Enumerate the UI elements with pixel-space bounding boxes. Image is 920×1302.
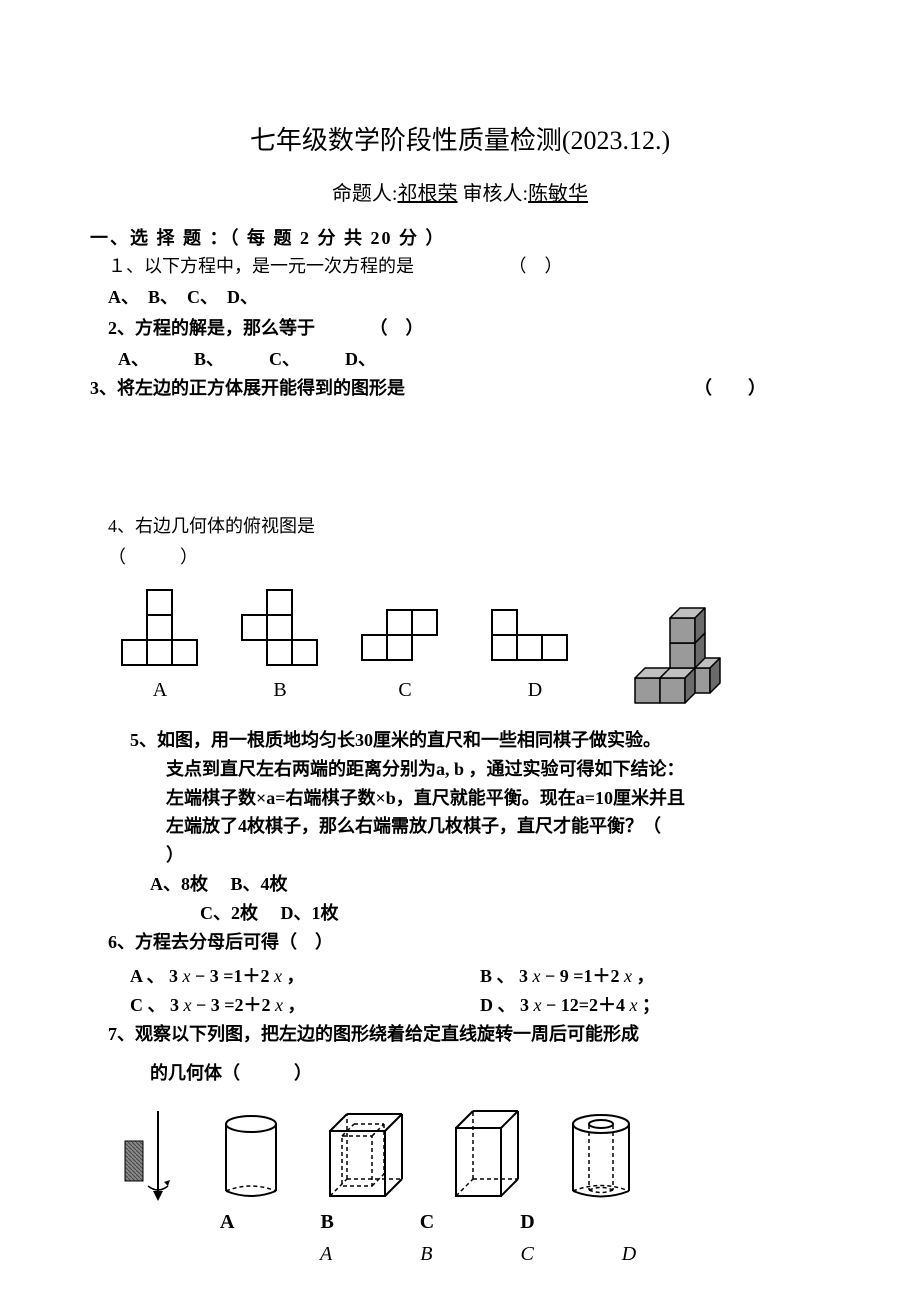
fig-c: C [360, 608, 450, 706]
q6-a: A 、 3 x − 3 =1＋2 x ， [130, 962, 480, 991]
q7-label-d: D [520, 1206, 534, 1238]
q4-figures: A B C [120, 588, 830, 706]
label-b: B [273, 674, 286, 706]
fig-b: B [240, 588, 320, 706]
author-1: 祁根荣 [398, 183, 458, 205]
q7-ilabel-a: A [320, 1238, 332, 1270]
q6-options: A 、 3 x − 3 =1＋2 x ， C 、 3 x − 3 =2＋2 x … [130, 962, 830, 1020]
shape-c-icon [360, 608, 450, 668]
cuboid-icon [448, 1106, 528, 1206]
q2-paren: （ ） [370, 318, 424, 338]
q5-d: D、1枚 [281, 903, 339, 923]
page-title: 七年级数学阶段性质量检测(2023.12.) [90, 120, 830, 162]
q5-b: B、4枚 [231, 874, 288, 894]
q3-paren: （ ） [694, 378, 766, 398]
q7-label-c: C [420, 1206, 434, 1238]
q5-line3: 左端棋子数×a=右端棋子数×b，直尺就能平衡。现在a=10厘米并且 [166, 784, 830, 813]
q6-c: C 、 3 x − 3 =2＋2 x ， [130, 991, 480, 1020]
q5-a: A、8枚 [150, 874, 208, 894]
q6: 6、方程去分母后可得（ ） [108, 928, 830, 957]
q5-line1: 5、如图，用一根质地均匀长30厘米的直尺和一些相同棋子做实验。 [130, 726, 830, 755]
section-header: 一、选 择 题 ：（ 每 题 2 分 共 20 分 ） [90, 224, 830, 253]
label-c: C [398, 674, 411, 706]
q6-d: D 、 3 x − 12=2＋4 x ； [480, 991, 830, 1020]
q5-line2: 支点到直尺左右两端的距离分别为a, b ，通过实验可得如下结论： [166, 755, 830, 784]
shape-a-icon [120, 588, 200, 668]
fig-a: A [120, 588, 200, 706]
q5-c: C、2枚 [200, 903, 258, 923]
q5-line4: 左端放了4枚棋子，那么右端需放几枚棋子，直尺才能平衡？（ [166, 812, 830, 841]
q5-line5: ） [166, 841, 830, 870]
shape-d-icon [490, 608, 580, 668]
q4-paren: （ ） [108, 543, 830, 572]
q4: 4、右边几何体的俯视图是 [108, 512, 830, 541]
q7-line2: 的几何体（ ） [150, 1059, 830, 1088]
q1-text: １、以下方程中，是一元一次方程的是 [108, 256, 414, 276]
q5-options-2: C、2枚 D、1枚 [200, 899, 830, 928]
q3: 3、将左边的正方体展开能得到的图形是 （ ） [90, 374, 830, 403]
q2: 2、方程的解是，那么等于 （ ） [108, 314, 830, 343]
q7-ilabel-c: C [520, 1238, 533, 1270]
q7-italic-labels: A B C D [320, 1238, 830, 1270]
q5-options-1: A、8枚 B、4枚 [150, 870, 830, 899]
q2-options: A、 B、 C、 D、 [118, 345, 830, 374]
fig-d: D [490, 608, 580, 706]
label-d: D [528, 674, 542, 706]
authors-line: 命题人:祁根荣 审核人:陈敏华 [90, 178, 830, 210]
fig-3d [620, 596, 740, 706]
q7: 7、观察以下列图，把左边的图形绕着给定直线旋转一周后可能形成 [108, 1020, 830, 1049]
q7-label-b: B [320, 1206, 333, 1238]
q6-b: B 、 3 x − 9 =1＋2 x ， [480, 962, 830, 991]
q5: 5、如图，用一根质地均匀长30厘米的直尺和一些相同棋子做实验。 支点到直尺左右两… [130, 726, 830, 870]
q1-paren: （ ） [509, 256, 563, 276]
q7-ilabel-d: D [622, 1238, 636, 1270]
author-2: 陈敏华 [528, 183, 588, 205]
label-a: A [153, 674, 167, 706]
q7-ilabel-b: B [420, 1238, 432, 1270]
q2-text: 2、方程的解是，那么等于 [108, 318, 315, 338]
q7-labels: A B C D [220, 1206, 830, 1238]
q3-text: 3、将左边的正方体展开能得到的图形是 [90, 378, 405, 398]
rotation-axis-icon [120, 1106, 180, 1206]
q7-label-a: A [220, 1206, 234, 1238]
shape-b-icon [240, 588, 320, 668]
hollow-cylinder-icon [564, 1106, 639, 1206]
cuboid-outer-icon [322, 1106, 412, 1206]
authors-mid: 审核人: [458, 183, 529, 205]
authors-prefix: 命题人: [332, 183, 398, 205]
q1-options: A、 B、 C、 D、 [108, 283, 830, 312]
q7-figures [120, 1106, 830, 1206]
cubes-3d-icon [620, 596, 740, 706]
q1: １、以下方程中，是一元一次方程的是 （ ） [108, 252, 830, 281]
cylinder-icon [216, 1106, 286, 1206]
